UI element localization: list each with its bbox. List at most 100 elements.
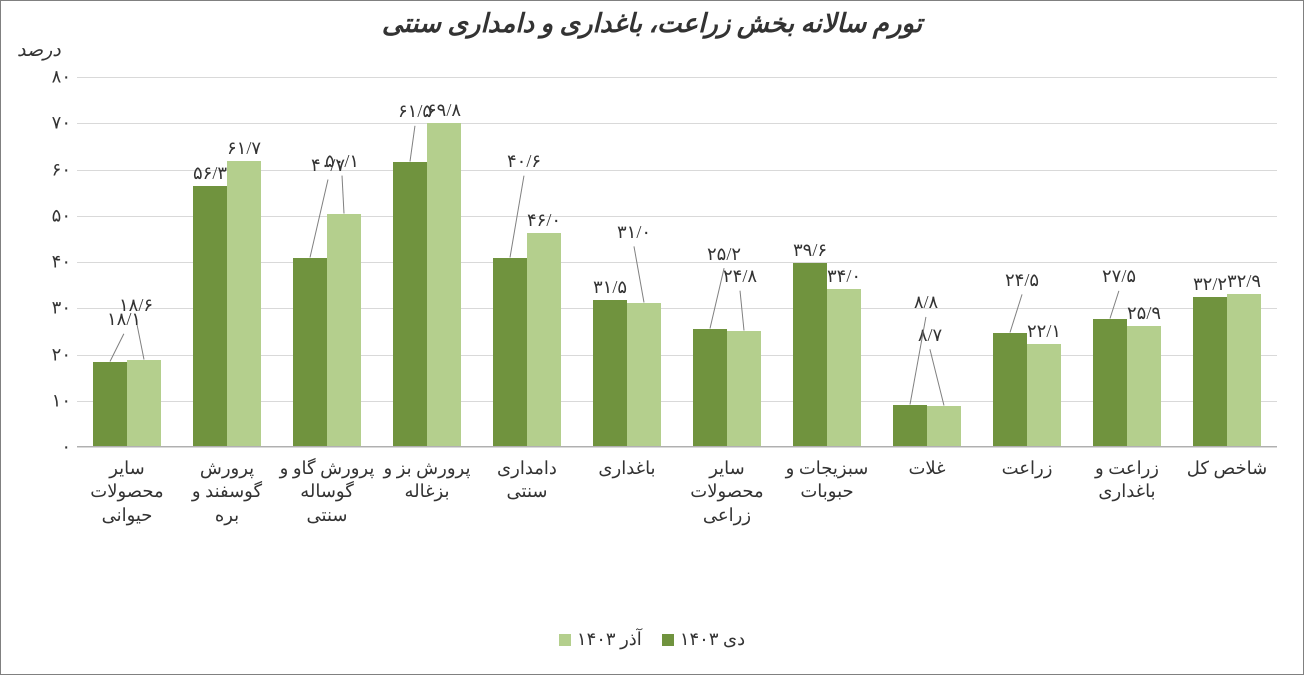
x-tick-label: باغداری xyxy=(577,451,677,527)
x-tick-label: پرورش بز و بزغاله xyxy=(377,451,477,527)
bar-value-label: ۲۲/۱ xyxy=(1027,321,1061,342)
bar: ۳۹/۶ xyxy=(793,263,827,446)
bar-value-label: ۱۸/۱ xyxy=(107,309,141,330)
bar: ۱۸/۶ xyxy=(127,360,161,446)
y-tick-label: ۱۰ xyxy=(37,390,71,411)
y-tick-label: ۰ xyxy=(37,437,71,458)
bar-leader-line xyxy=(410,125,416,161)
bar-value-label: ۲۴/۵ xyxy=(1005,270,1039,291)
y-tick-label: ۸۰ xyxy=(37,67,71,88)
x-tick-label: سایر محصولات زراعی xyxy=(677,451,777,527)
bar-value-label: ۳۹/۶ xyxy=(793,240,827,261)
bar-leader-line xyxy=(1110,290,1120,318)
bar: ۲۵/۹ xyxy=(1127,326,1161,446)
x-tick-label: پرورش گاو و گوساله سنتی xyxy=(277,451,377,527)
x-tick-label: دامداری سنتی xyxy=(477,451,577,527)
bar-leader-line xyxy=(510,176,525,258)
bar-leader-line xyxy=(110,334,125,362)
legend-label: آذر ۱۴۰۳ xyxy=(577,629,642,650)
bar-value-label: ۵۶/۳ xyxy=(193,163,227,184)
bar: ۲۷/۵ xyxy=(1093,319,1127,446)
x-tick-label: پرورش گوسفند و بره xyxy=(177,451,277,527)
legend-swatch xyxy=(559,634,571,646)
plot-area: ۳۲/۹۳۲/۲۲۵/۹۲۷/۵۲۲/۱۲۴/۵۸/۷۸/۸۳۴/۰۳۹/۶۲۴… xyxy=(77,77,1277,447)
x-tick-label: غلات xyxy=(877,451,977,527)
y-tick-label: ۵۰ xyxy=(37,205,71,226)
bar-value-label: ۳۱/۵ xyxy=(593,277,627,298)
bar: ۴۶/۰ xyxy=(527,233,561,446)
bar: ۳۴/۰ xyxy=(827,289,861,446)
bar-value-label: ۳۲/۹ xyxy=(1227,271,1261,292)
bar: ۱۸/۱ xyxy=(93,362,127,446)
bar: ۳۲/۹ xyxy=(1227,294,1261,446)
bar: ۶۱/۵ xyxy=(393,162,427,446)
x-tick-label: شاخص کل xyxy=(1177,451,1277,527)
bar-group: ۱۸/۶۱۸/۱ xyxy=(77,76,177,446)
bar-value-label: ۴۰/۷ xyxy=(311,155,345,176)
y-axis-unit: درصد xyxy=(17,39,61,62)
x-tick-label: سبزیجات و حبوبات xyxy=(777,451,877,527)
bar-group: ۳۴/۰۳۹/۶ xyxy=(777,76,877,446)
bar-value-label: ۲۵/۲ xyxy=(707,244,741,265)
legend-item: آذر ۱۴۰۳ xyxy=(559,629,642,650)
y-tick-label: ۲۰ xyxy=(37,344,71,365)
bar-value-label: ۸/۸ xyxy=(914,292,938,313)
bar: ۸/۷ xyxy=(927,406,961,446)
bar: ۳۱/۰ xyxy=(627,303,661,446)
legend-label: دی ۱۴۰۳ xyxy=(680,629,745,650)
y-tick-label: ۶۰ xyxy=(37,159,71,180)
bar-leader-line xyxy=(310,179,329,257)
bar-value-label: ۳۲/۲ xyxy=(1193,274,1227,295)
x-axis-labels: شاخص کلزراعت و باغداریزراعتغلاتسبزیجات و… xyxy=(77,451,1277,527)
gridline xyxy=(77,447,1277,448)
bar-group: ۲۴/۸۲۵/۲ xyxy=(677,76,777,446)
bar-leader-line xyxy=(342,176,345,214)
bar-group: ۲۵/۹۲۷/۵ xyxy=(1077,76,1177,446)
bar: ۵۰/۱ xyxy=(327,214,361,446)
bar: ۳۱/۵ xyxy=(593,300,627,446)
bar-group: ۲۲/۱۲۴/۵ xyxy=(977,76,1077,446)
bar: ۶۱/۷ xyxy=(227,161,261,446)
bar: ۶۹/۸ xyxy=(427,123,461,446)
chart-container: تورم سالانه بخش زراعت، باغداری و دامداری… xyxy=(0,0,1304,675)
x-tick-label: زراعت xyxy=(977,451,1077,527)
bar-group: ۳۱/۰۳۱/۵ xyxy=(577,76,677,446)
y-tick-label: ۴۰ xyxy=(37,252,71,273)
y-tick-label: ۳۰ xyxy=(37,298,71,319)
x-tick-label: زراعت و باغداری xyxy=(1077,451,1177,527)
bar: ۲۴/۵ xyxy=(993,333,1027,446)
bar-group: ۸/۷۸/۸ xyxy=(877,76,977,446)
chart-title: تورم سالانه بخش زراعت، باغداری و دامداری… xyxy=(17,9,1287,39)
bar-value-label: ۲۷/۵ xyxy=(1102,266,1136,287)
bar-value-label: ۲۵/۹ xyxy=(1127,303,1161,324)
x-tick-label: سایر محصولات حیوانی xyxy=(77,451,177,527)
y-tick-label: ۷۰ xyxy=(37,113,71,134)
bar-group: ۶۱/۷۵۶/۳ xyxy=(177,76,277,446)
bar: ۲۴/۸ xyxy=(727,331,761,446)
legend-item: دی ۱۴۰۳ xyxy=(662,629,745,650)
bar-value-label: ۳۴/۰ xyxy=(827,266,861,287)
bar-value-label: ۴۶/۰ xyxy=(527,210,561,231)
legend-swatch xyxy=(662,634,674,646)
bar-value-label: ۳۱/۰ xyxy=(617,222,651,243)
bar-leader-line xyxy=(710,269,725,329)
bar-leader-line xyxy=(1010,294,1023,332)
bar-leader-line xyxy=(740,291,745,331)
bar: ۵۶/۳ xyxy=(193,186,227,446)
bar: ۲۲/۱ xyxy=(1027,344,1061,446)
bar-value-label: ۲۴/۸ xyxy=(723,266,757,287)
bar-leader-line xyxy=(634,246,645,302)
bar: ۸/۸ xyxy=(893,405,927,446)
bar: ۲۵/۲ xyxy=(693,329,727,446)
bar-value-label: ۶۹/۸ xyxy=(427,100,461,121)
bar: ۴۰/۷ xyxy=(293,258,327,446)
legend: آذر ۱۴۰۳ دی ۱۴۰۳ xyxy=(1,629,1303,650)
bar-value-label: ۶۱/۷ xyxy=(227,138,261,159)
bar: ۴۰/۶ xyxy=(493,258,527,446)
bar-group: ۵۰/۱۴۰/۷ xyxy=(277,76,377,446)
bar-group: ۶۹/۸۶۱/۵ xyxy=(377,76,477,446)
bar-group: ۴۶/۰۴۰/۶ xyxy=(477,76,577,446)
bar-group: ۳۲/۹۳۲/۲ xyxy=(1177,76,1277,446)
bar-value-label: ۴۰/۶ xyxy=(507,151,541,172)
bar-value-label: ۶۱/۵ xyxy=(398,101,432,122)
